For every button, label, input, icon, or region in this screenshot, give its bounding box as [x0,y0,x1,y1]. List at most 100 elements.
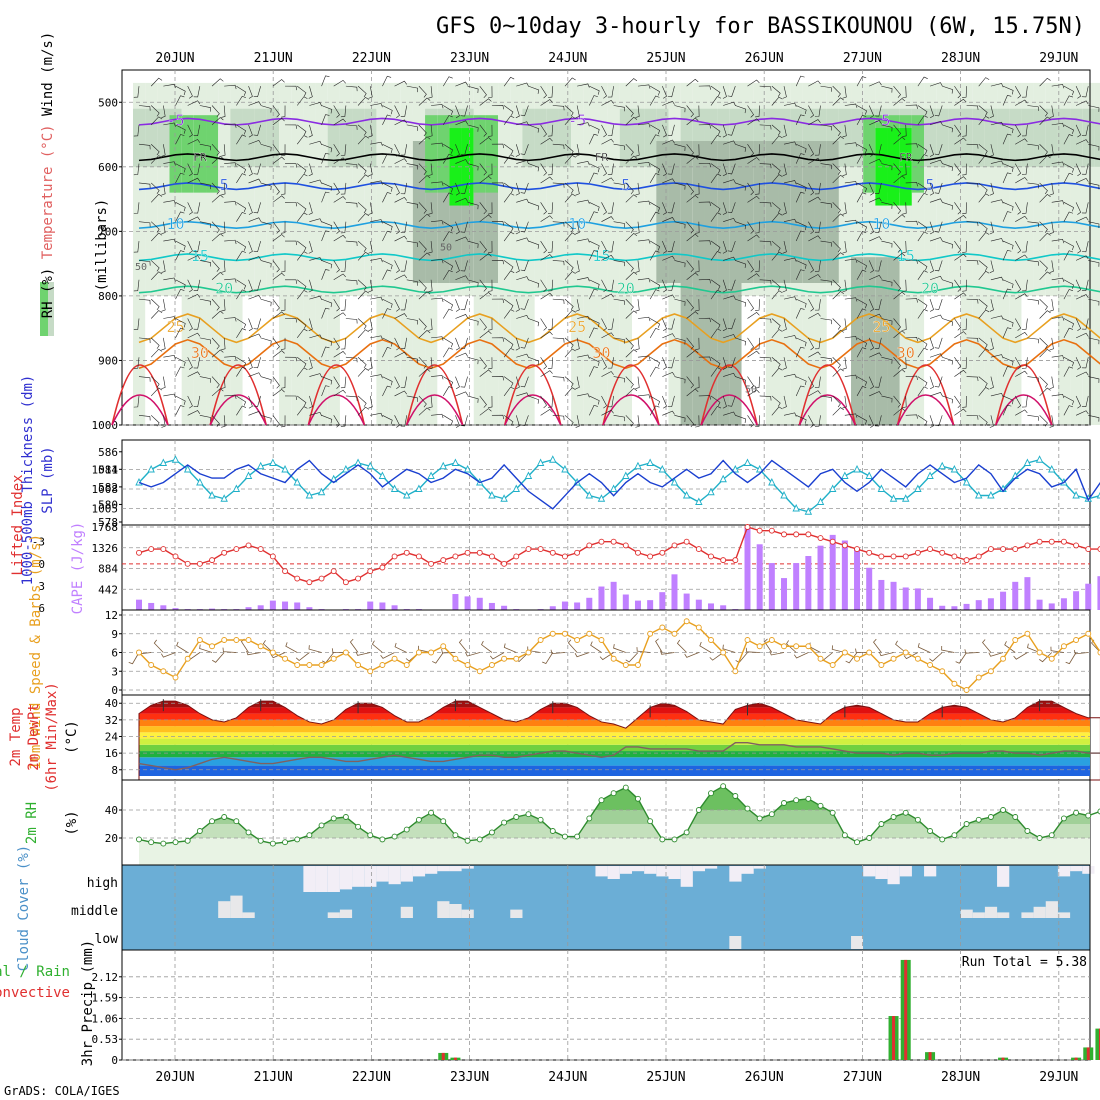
wind-barb [832,318,841,330]
cape-bar [707,603,714,610]
wind-barb [1049,182,1054,196]
wind-barb [458,639,468,653]
wind-barb [211,117,224,126]
wind-barb [795,230,805,242]
slp-point [853,464,861,473]
high-cloud-bar [339,866,353,890]
wind-barb [856,76,867,87]
slp-point [281,464,289,473]
wind-barb [589,133,598,145]
wind-barb [308,318,313,332]
isotherm-label: 10 [166,215,184,233]
wind-barb [253,395,261,407]
rh-band [790,141,803,283]
wind-barb [589,279,600,289]
cape-bar [939,605,946,610]
y-tick-label: 0 [111,1054,118,1067]
middle-cloud-bar [230,895,243,918]
wind-barb [163,277,176,282]
wind-barb [357,85,367,98]
wind-barb [540,254,553,261]
cape-bar [160,605,167,610]
wind-barb [577,83,590,88]
wind-barb [296,173,308,184]
wind-barb [759,318,772,324]
wind-barb [868,260,875,273]
wind-barb [856,182,867,193]
axis-label: SLP (mb) [40,446,56,513]
wind-barb [528,202,540,211]
wind-barb [1039,194,1051,203]
wind-barb [723,295,736,300]
wind-barb [667,318,675,330]
slp-point [366,461,374,470]
wind-barb [607,202,614,214]
wind-barb [893,240,901,253]
wind-barb [357,174,369,184]
wind-barb [540,292,553,300]
rh-point [635,795,641,802]
wind-barb [540,318,547,331]
lifted-index-point [1012,546,1019,553]
wind-barb [874,105,882,117]
lifted-index-point [793,531,800,538]
high-cloud-bar [412,866,426,877]
wind-barb [1027,143,1039,150]
wind-barb [321,376,333,385]
wind-barb [601,240,607,254]
rh-point [379,836,386,843]
wind-barb [982,639,992,653]
wind-barb [1063,366,1074,377]
wind-barb [962,163,967,176]
wind-barb [577,199,590,204]
wind-barb [479,253,492,261]
wind-barb [942,356,954,365]
wind-barb [211,298,220,311]
cape-bar [1097,576,1100,610]
wind-barb [893,214,906,222]
wind-barb [929,353,943,358]
wind-barb [520,376,529,388]
wind-barb [187,177,201,184]
wind-barb [491,182,504,187]
temperature-band [139,744,1090,752]
wind-barb [1051,161,1065,166]
wind-barb [382,182,393,192]
rh-band [911,115,925,193]
wind-barb [1088,143,1100,151]
wind-speed-point [415,649,422,656]
wind-barb [649,124,661,135]
wind-barb [954,395,962,409]
wind-barb [607,279,614,291]
wind-barb [460,415,468,427]
wind-barb [735,260,747,269]
wind-barb [488,86,493,99]
wind-barb [1002,327,1012,338]
wind-speed-point [1085,630,1092,637]
wind-barb [635,260,640,273]
axis-label: (millibars) [94,199,110,292]
rh-point [890,814,897,820]
rh-point [647,818,654,825]
middle-cloud-bar [960,909,973,918]
wind-barb [321,269,330,280]
wind-barb [662,202,667,215]
wind-barb [455,197,468,203]
wind-barb [460,376,468,388]
y-tick-label: 580 [98,498,118,511]
wind-barb [954,408,967,416]
isotherm-label: 20 [617,279,635,297]
wind-barb [962,357,967,370]
wind-speed-point [695,624,702,631]
wind-barb [199,105,211,112]
wind-barb [550,649,565,655]
wind-barb [795,75,805,87]
wind-barb [515,221,520,235]
wind-barb [467,240,479,248]
axis-label: (%) [64,810,80,835]
wind-barb [808,182,815,196]
wind-barb [660,650,675,655]
lifted-index-point [257,546,264,553]
middle-cloud-bar [218,901,231,918]
wind-barb [193,240,201,253]
